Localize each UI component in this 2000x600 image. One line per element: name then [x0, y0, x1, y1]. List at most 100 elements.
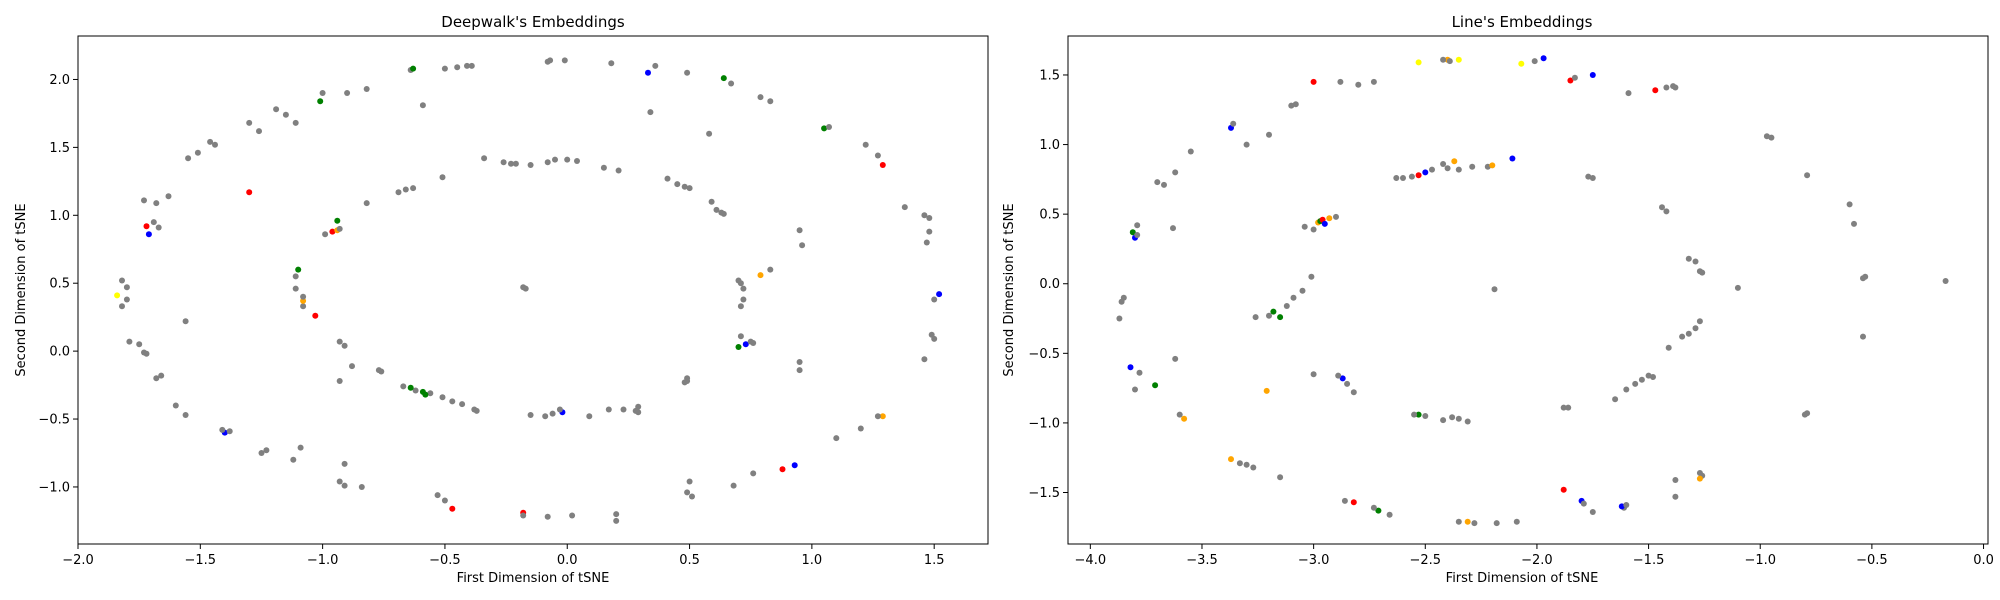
scatter-point: [300, 293, 307, 300]
scatter-point: [1645, 372, 1652, 379]
scatter-point: [449, 505, 456, 512]
scatter-point: [449, 398, 456, 405]
scatter-point: [258, 450, 265, 456]
scatter-point: [1464, 518, 1471, 525]
scatter-point: [1589, 175, 1596, 181]
scatter-point: [1187, 148, 1194, 155]
scatter-point: [1672, 84, 1679, 91]
scatter-point: [459, 401, 466, 408]
chart-panel-line: Line's Embeddings −4.0 −3.5 −3.0 −2.5 −2.0 −1…: [1002, 13, 1994, 586]
y-ticks-line: −1.5 −1.0 −0.5 0.0 0.5 1.0 1.5: [1028, 68, 1068, 501]
scatter-point: [1451, 158, 1458, 165]
scatter-point: [1243, 461, 1250, 468]
scatter-point: [481, 155, 488, 162]
scatter-point: [500, 159, 507, 166]
x-tick-label: −1.5: [1633, 553, 1665, 568]
scatter-point: [441, 65, 448, 72]
scatter-point: [1672, 493, 1679, 500]
scatter-point: [1471, 520, 1478, 527]
scatter-point: [1509, 155, 1516, 162]
scatter-point: [1696, 318, 1703, 325]
scatter-point: [1942, 278, 1949, 284]
scatter-point: [1663, 208, 1670, 215]
scatter-point: [273, 106, 280, 113]
scatter-point: [1696, 475, 1703, 482]
x-tick-label: −2.5: [1409, 553, 1441, 568]
scatter-point: [735, 344, 742, 350]
x-tick-label: 0.5: [679, 553, 700, 568]
x-tick-label: 0.0: [1973, 553, 1994, 568]
scatter-point: [1531, 58, 1538, 65]
scatter-point: [464, 62, 470, 69]
scatter-point: [155, 224, 162, 231]
scatter-point: [1638, 376, 1645, 383]
scatter-point: [874, 413, 881, 420]
scatter-point: [1440, 161, 1447, 167]
scatter-point: [561, 57, 568, 64]
scatter-point: [358, 484, 365, 490]
scatter-point: [295, 266, 302, 273]
scatter-point: [1685, 255, 1692, 262]
plot-line-points: [1116, 55, 1949, 527]
scatter-point: [1344, 380, 1351, 387]
scatter-point: [1386, 511, 1393, 518]
plot-frame-line: [1067, 35, 1989, 545]
scatter-point: [1355, 81, 1362, 88]
scatter-point: [290, 456, 297, 463]
scatter-point: [143, 223, 150, 230]
scatter-point: [1455, 518, 1462, 525]
x-tick-label: −0.5: [1856, 553, 1888, 568]
scatter-point: [615, 167, 622, 174]
scatter-point: [1250, 464, 1257, 471]
x-ticks-deepwalk: −2.0 −1.5 −1.0 −0.5 0.0 0.5 1.0 1.5: [62, 544, 945, 568]
scatter-point: [363, 86, 370, 92]
x-tick-label: −2.0: [1521, 553, 1553, 568]
scatter-point: [1804, 172, 1811, 179]
scatter-point: [297, 444, 304, 451]
y-tick-label: −0.5: [1028, 347, 1060, 362]
scatter-point: [349, 363, 355, 370]
scatter-point: [674, 181, 681, 188]
scatter-point: [750, 340, 757, 346]
scatter-point: [312, 312, 319, 319]
scatter-point: [145, 231, 152, 238]
scatter-point: [1350, 389, 1357, 396]
scatter-point: [686, 185, 693, 192]
scatter-point: [1623, 386, 1630, 393]
scatter-point: [833, 435, 840, 442]
scatter-point: [1692, 325, 1699, 332]
scatter-point: [931, 296, 938, 303]
scatter-point: [1663, 84, 1670, 91]
scatter-point: [730, 482, 737, 489]
scatter-point: [1464, 418, 1471, 425]
scatter-point: [1589, 72, 1596, 78]
scatter-point: [1429, 166, 1435, 173]
scatter-point: [1679, 333, 1686, 340]
scatter-point: [402, 186, 409, 193]
scatter-point: [1513, 518, 1520, 525]
scatter-point: [1308, 273, 1315, 280]
scatter-point: [1411, 411, 1418, 418]
scatter-point: [246, 189, 253, 196]
scatter-point: [1422, 169, 1429, 176]
scatter-point: [1696, 470, 1703, 476]
scatter-point: [1290, 294, 1297, 301]
scatter-point: [757, 94, 764, 101]
scatter-point: [1489, 162, 1496, 169]
scatter-point: [292, 119, 299, 126]
scatter-point: [527, 412, 534, 418]
scatter-point: [527, 162, 534, 168]
scatter-point: [336, 478, 343, 485]
x-axis-label-line: First Dimension of tSNE: [1446, 571, 1599, 586]
scatter-point: [1469, 163, 1476, 170]
scatter-point: [544, 159, 551, 166]
scatter-point: [329, 228, 336, 235]
scatter-point: [114, 292, 121, 299]
scatter-point: [508, 160, 514, 167]
scatter-point: [226, 428, 233, 435]
scatter-point: [322, 231, 329, 238]
y-tick-label: −1.0: [1028, 416, 1060, 431]
scatter-point: [796, 367, 803, 374]
scatter-point: [791, 462, 798, 469]
x-tick-label: 1.0: [802, 553, 823, 568]
